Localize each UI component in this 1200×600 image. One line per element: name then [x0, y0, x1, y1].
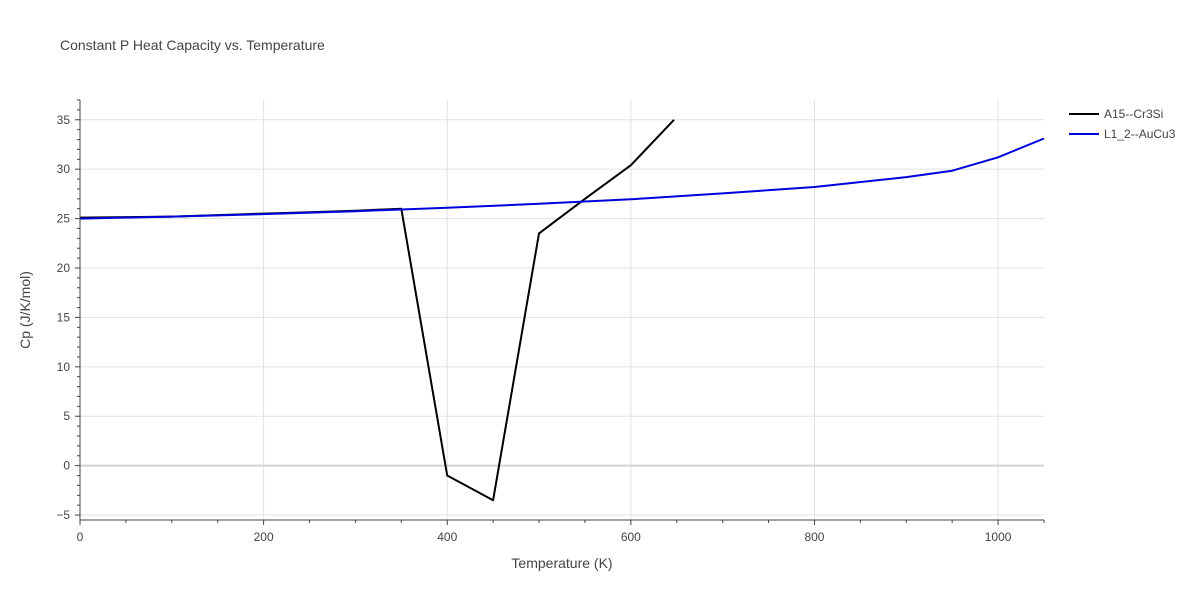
y-tick-label: 0 [63, 459, 70, 473]
grid-lines [80, 100, 1044, 520]
series-line-1 [79, 137, 1045, 220]
y-tick-label: 35 [57, 113, 71, 127]
series-lines [79, 119, 1045, 502]
legend-label: L1_2--AuCu3 [1104, 127, 1176, 141]
x-tick-label: 800 [804, 530, 824, 544]
axes [75, 99, 1045, 525]
x-axis-title: Temperature (K) [511, 555, 612, 571]
y-tick-label: 10 [57, 360, 71, 374]
x-tick-labels: 0 200 400 600 800 1000 [77, 530, 1012, 544]
legend-item[interactable]: A15--Cr3Si [1069, 107, 1163, 121]
legend-label: A15--Cr3Si [1104, 107, 1163, 121]
y-tick-label: 20 [57, 261, 71, 275]
series-line-0 [79, 119, 675, 502]
y-tick-label: 25 [57, 212, 71, 226]
x-tick-label: 1000 [985, 530, 1012, 544]
x-tick-label: 600 [621, 530, 641, 544]
chart-title: Constant P Heat Capacity vs. Temperature [60, 37, 325, 53]
y-tick-label: −5 [56, 508, 70, 522]
y-tick-label: 5 [63, 409, 70, 423]
y-tick-labels: −5 0 5 10 15 20 25 30 35 [56, 113, 70, 522]
y-tick-label: 15 [57, 310, 71, 324]
x-tick-label: 0 [77, 530, 84, 544]
y-tick-label: 30 [57, 162, 71, 176]
legend[interactable]: A15--Cr3Si L1_2--AuCu3 [1069, 107, 1176, 141]
legend-item[interactable]: L1_2--AuCu3 [1069, 127, 1176, 141]
y-axis-title: Cp (J/K/mol) [17, 271, 33, 349]
x-tick-label: 200 [254, 530, 274, 544]
x-tick-label: 400 [437, 530, 457, 544]
